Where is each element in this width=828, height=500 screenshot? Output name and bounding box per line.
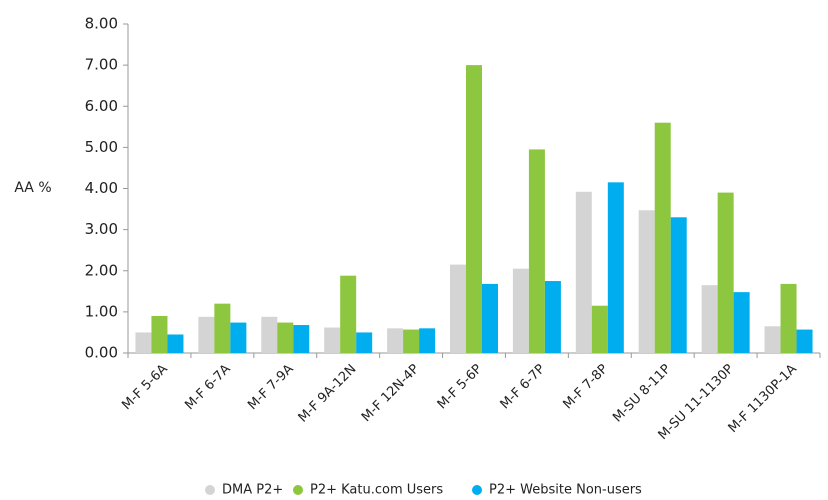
bar [512, 268, 529, 353]
x-tick-label: M-F 5-6P [435, 362, 486, 413]
y-tick-label: 7.00 [85, 56, 118, 74]
y-axis-label: AA % [14, 180, 51, 196]
x-tick-label: M-F 7-9A [245, 362, 296, 413]
bar [701, 285, 718, 353]
bar [638, 210, 655, 353]
y-tick-label: 6.00 [85, 97, 118, 115]
y-tick-label: 8.00 [85, 15, 118, 33]
bar [733, 292, 750, 353]
bar [575, 191, 592, 353]
x-tick-label: M-F 5-6A [119, 362, 170, 413]
bar [198, 316, 215, 353]
bar [151, 315, 168, 353]
bar [607, 182, 624, 353]
x-tick-label: M-F 1130P-1A [726, 362, 800, 436]
bar [214, 303, 231, 353]
y-tick-label: 0.00 [85, 344, 118, 362]
x-tick-label: M-F 7-8P [560, 362, 611, 413]
bar [230, 322, 247, 353]
bar [340, 275, 357, 353]
legend-swatch [472, 485, 482, 495]
bar [654, 122, 671, 353]
bar [450, 264, 466, 353]
y-tick-label: 2.00 [85, 261, 118, 279]
bar [466, 65, 482, 353]
bar [528, 149, 545, 353]
bar [717, 192, 734, 353]
bar [780, 283, 797, 353]
bar [135, 332, 152, 353]
bar [796, 329, 813, 353]
y-tick-label: 4.00 [85, 179, 118, 197]
bar [261, 316, 278, 353]
x-tick-label: M-F 9A-12N [296, 362, 360, 426]
bar [482, 283, 498, 353]
bar [403, 329, 420, 353]
bar [387, 328, 404, 353]
bar [324, 327, 341, 353]
legend-label: DMA P2+ [222, 483, 283, 498]
legend-label: P2+ Website Non-users [489, 483, 642, 498]
x-tick-label: M-SU 8-11P [610, 362, 674, 426]
y-tick-label: 1.00 [85, 302, 118, 320]
legend-swatch [293, 485, 303, 495]
x-tick-label: M-F 6-7A [182, 362, 233, 413]
bar [356, 332, 373, 353]
legend-label: P2+ Katu.com Users [310, 483, 443, 498]
bar [670, 217, 687, 353]
x-tick-label: M-F 6-7P [498, 362, 549, 413]
legend-swatch [205, 485, 215, 495]
y-tick-label: 3.00 [85, 220, 118, 238]
bar [591, 305, 608, 353]
bar [419, 328, 436, 353]
bar [277, 322, 294, 353]
bar [293, 325, 310, 353]
x-tick-label: M-F 12N-4P [359, 362, 422, 425]
bar [764, 326, 781, 353]
bar [544, 281, 561, 353]
y-tick-label: 5.00 [85, 138, 118, 156]
bar [167, 334, 184, 353]
